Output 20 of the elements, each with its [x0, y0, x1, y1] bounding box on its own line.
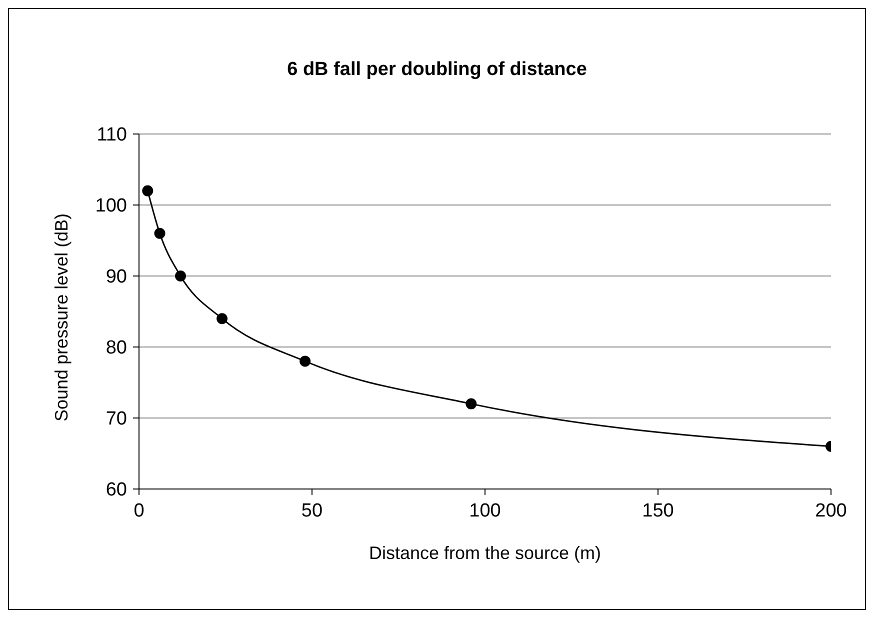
x-axis-title: Distance from the source (m) — [368, 543, 602, 563]
y-tick-label: 110 — [96, 124, 127, 146]
x-tick-label: 0 — [134, 500, 144, 522]
x-tick-label: 100 — [469, 500, 501, 522]
point — [300, 356, 311, 367]
x-tick-label: 150 — [642, 500, 674, 522]
point — [175, 270, 186, 282]
x-tick-label: 200 — [815, 500, 847, 522]
chart-title: 6 dB fall per doubling of distance — [286, 59, 588, 81]
y-tick-label: 80 — [106, 338, 127, 359]
y-axis-title: Sound pressure level (dB) — [51, 213, 72, 422]
point — [466, 398, 477, 410]
point — [154, 228, 166, 239]
y-tick-label: 60 — [106, 480, 127, 501]
y-tick-label: 100 — [95, 196, 127, 217]
y-tick-label: 70 — [106, 408, 127, 430]
point — [142, 185, 154, 196]
point — [216, 313, 228, 324]
y-tick-label: 90 — [106, 266, 127, 288]
x-tick-label: 50 — [301, 500, 323, 522]
